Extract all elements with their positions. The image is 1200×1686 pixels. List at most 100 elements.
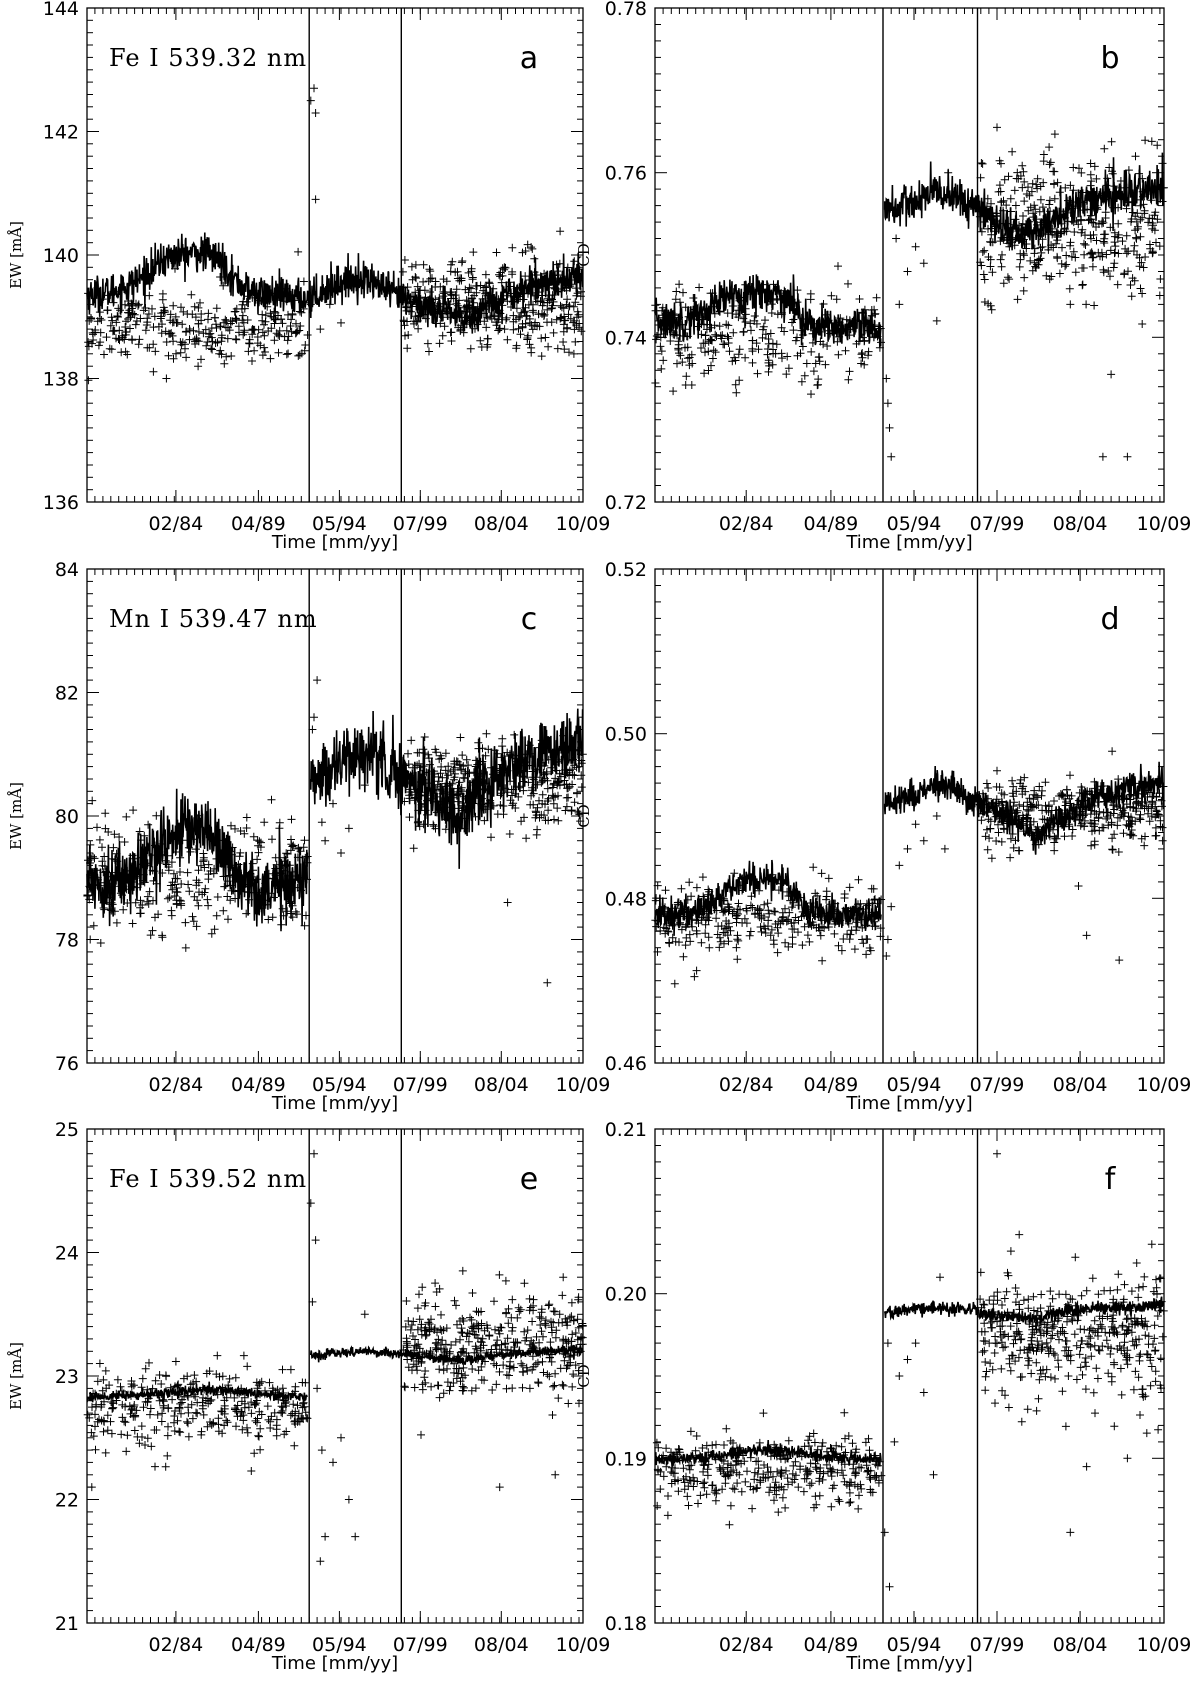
scatter-point — [516, 330, 525, 339]
scatter-point — [1082, 931, 1091, 940]
scatter-point — [1148, 214, 1157, 223]
scatter-point — [97, 1403, 106, 1411]
scatter-point — [1114, 249, 1123, 258]
scatter-point — [143, 892, 152, 901]
scatter-point — [173, 874, 182, 883]
scatter-point — [493, 810, 502, 819]
scatter-point — [794, 901, 803, 910]
scatter-point — [495, 1329, 504, 1338]
scatter-point — [213, 338, 222, 347]
scatter-point — [992, 837, 1001, 845]
scatter-point — [421, 1367, 430, 1375]
scatter-point — [413, 1325, 422, 1334]
scatter-point — [1098, 452, 1107, 461]
scatter-point — [448, 779, 457, 788]
scatter-point — [739, 327, 748, 336]
scatter-point — [540, 774, 549, 783]
scatter-point — [1025, 829, 1034, 838]
scatter-point — [1155, 291, 1164, 300]
scatter-point — [528, 1342, 537, 1350]
scatter-point — [1009, 843, 1018, 852]
scatter-point — [121, 286, 129, 295]
scatter-point — [1122, 183, 1131, 192]
scatter-point — [1015, 226, 1024, 234]
scatter-point — [870, 917, 879, 926]
scatter-point — [1047, 815, 1056, 824]
scatter-point — [1095, 807, 1104, 816]
scatter-point — [1152, 807, 1161, 816]
scatter-point — [141, 1441, 149, 1449]
scatter-point — [1020, 273, 1029, 282]
scatter-point — [189, 1390, 198, 1399]
scatter-point — [192, 1377, 201, 1386]
scatter-point — [1103, 174, 1112, 183]
scatter-point — [437, 1310, 445, 1319]
scatter-point — [230, 887, 239, 896]
scatter-point — [1069, 163, 1078, 172]
scatter-point — [798, 941, 807, 950]
scatter-point — [172, 349, 180, 358]
scatter-point — [86, 883, 95, 892]
scatter-point — [489, 284, 498, 293]
scatter-point — [419, 820, 428, 829]
scatter-point — [480, 785, 489, 794]
scatter-point — [106, 321, 115, 330]
scatter-point — [682, 372, 691, 381]
scatter-point — [697, 344, 705, 352]
scatter-point — [685, 878, 694, 887]
scatter-point — [679, 905, 688, 914]
scatter-point — [525, 1384, 534, 1393]
scatter-point — [520, 307, 529, 316]
scatter-point — [566, 1351, 575, 1360]
scatter-point — [85, 895, 94, 904]
scatter-point — [562, 793, 571, 802]
scatter-point — [1122, 204, 1131, 213]
scatter-point — [492, 318, 501, 327]
scatter-point — [1090, 301, 1099, 310]
scatter-point — [135, 335, 144, 344]
scatter-point — [447, 313, 455, 322]
scatter-point — [788, 933, 797, 942]
scatter-point — [460, 814, 469, 823]
scatter-point — [282, 297, 291, 306]
scatter-point — [1103, 813, 1112, 821]
scatter-point — [831, 905, 840, 914]
scatter-point — [1099, 218, 1108, 227]
scatter-point — [565, 301, 574, 310]
scatter-point — [203, 1394, 212, 1403]
scatter-point — [169, 869, 178, 878]
scatter-point — [1141, 253, 1150, 261]
scatter-point — [1071, 253, 1080, 262]
observation-scatter-series — [651, 747, 1168, 988]
scatter-point — [836, 314, 845, 323]
scatter-point — [656, 342, 665, 351]
scatter-point — [686, 909, 695, 918]
scatter-point — [544, 806, 553, 815]
scatter-point — [287, 875, 296, 884]
scatter-point — [524, 289, 532, 298]
scatter-point — [508, 1295, 517, 1304]
scatter-point — [658, 306, 666, 315]
scatter-point — [489, 801, 498, 810]
scatter-point — [159, 308, 168, 317]
scatter-point — [543, 305, 552, 314]
scatter-point — [565, 348, 573, 357]
scatter-point — [506, 796, 515, 805]
scatter-point — [748, 336, 757, 345]
scatter-point — [798, 907, 807, 916]
scatter-point — [418, 1348, 427, 1357]
scatter-point — [1066, 799, 1075, 808]
scatter-point — [656, 926, 665, 935]
scatter-point — [468, 1289, 477, 1297]
scatter-point — [452, 1301, 460, 1310]
scatter-point — [508, 298, 517, 306]
scatter-point — [147, 1442, 156, 1451]
scatter-point — [433, 780, 442, 789]
scatter-point — [302, 911, 310, 920]
x-tick-label: 05/94 — [312, 1634, 367, 1656]
scatter-point — [835, 318, 844, 327]
scatter-point — [716, 937, 725, 946]
scatter-point — [508, 1384, 517, 1393]
scatter-point — [449, 775, 458, 784]
scatter-point — [767, 300, 776, 309]
